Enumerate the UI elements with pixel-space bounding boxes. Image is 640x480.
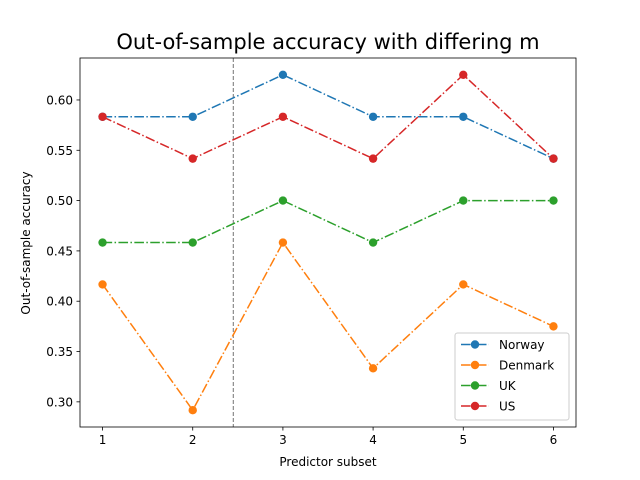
data-point-uk	[278, 196, 288, 205]
legend-swatch-marker	[470, 401, 480, 411]
chart-title: Out-of-sample accuracy with differing m	[116, 30, 539, 54]
series-norway	[98, 70, 558, 163]
data-point-us	[98, 112, 107, 121]
legend-swatch-marker	[470, 381, 480, 390]
legend-label: Denmark	[499, 359, 554, 373]
legend-label: US	[499, 400, 515, 414]
legend-swatch-marker	[470, 360, 480, 370]
y-tick-label: 0.50	[46, 194, 73, 208]
data-point-denmark	[549, 322, 558, 331]
data-point-denmark	[368, 364, 378, 373]
series-line-denmark	[101, 241, 554, 412]
y-axis-label: Out-of-sample accuracy	[19, 171, 33, 314]
data-point-us	[188, 154, 197, 163]
legend-item-denmark: Denmark	[461, 359, 554, 373]
x-tick-label: 6	[550, 433, 558, 447]
y-axis-ticks: 0.30 0.35 0.40 0.45 0.50 0.55 0.60	[46, 93, 80, 409]
x-axis-label: Predictor subset	[279, 455, 377, 469]
series-group	[98, 70, 558, 415]
x-tick-label: 3	[279, 433, 287, 447]
y-tick-label: 0.40	[46, 295, 73, 309]
series-denmark	[98, 238, 558, 415]
data-point-us	[368, 154, 378, 163]
legend-swatch-marker	[470, 340, 480, 349]
x-axis-ticks: 1 2 3 4 5 6	[99, 427, 558, 447]
y-tick-label: 0.60	[46, 93, 73, 107]
y-tick-label: 0.45	[46, 244, 73, 258]
series-line-norway	[102, 73, 554, 160]
legend-item-norway: Norway	[461, 338, 545, 352]
legend-box	[454, 332, 570, 421]
data-point-denmark	[188, 405, 197, 415]
data-point-denmark	[459, 280, 468, 289]
x-tick-label: 5	[459, 433, 467, 447]
series-us	[98, 70, 558, 163]
axes-frame	[79, 57, 577, 428]
data-point-uk	[549, 196, 558, 205]
legend-item-us: US	[461, 400, 515, 414]
x-tick-label: 2	[189, 433, 197, 447]
data-point-norway	[188, 112, 197, 121]
data-point-norway	[278, 70, 288, 80]
legend-label: Norway	[499, 338, 545, 352]
data-point-norway	[459, 112, 468, 121]
data-point-uk	[368, 238, 378, 247]
series-uk	[98, 196, 558, 247]
x-tick-label: 1	[99, 433, 107, 447]
data-point-us	[549, 154, 558, 163]
y-tick-label: 0.55	[46, 144, 73, 158]
legend-item-uk: UK	[461, 379, 517, 393]
data-point-uk	[98, 238, 107, 247]
x-tick-label: 4	[369, 433, 377, 447]
data-point-norway	[368, 112, 378, 121]
series-line-uk	[102, 199, 554, 244]
series-line-us	[102, 73, 554, 160]
legend-label: UK	[499, 379, 517, 393]
legend: Norway Denmark UK US	[454, 332, 570, 421]
y-tick-label: 0.35	[46, 345, 73, 359]
y-tick-label: 0.30	[46, 395, 73, 409]
data-point-uk	[188, 238, 197, 247]
data-point-denmark	[278, 238, 288, 247]
data-point-uk	[459, 196, 468, 205]
data-point-us	[278, 112, 288, 121]
data-point-us	[459, 70, 468, 80]
data-point-denmark	[98, 280, 107, 289]
